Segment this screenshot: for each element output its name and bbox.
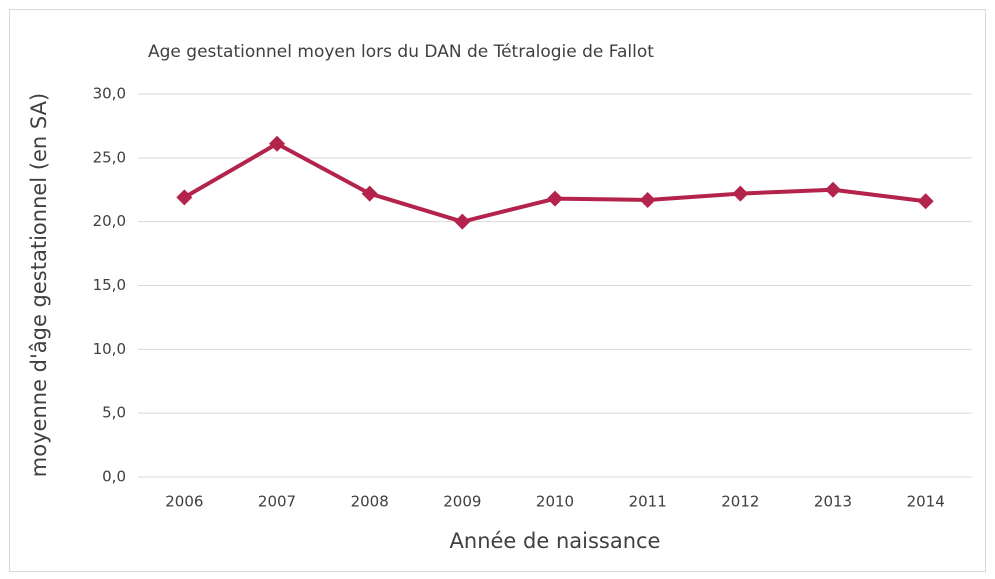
x-axis-label: Année de naissance bbox=[450, 529, 661, 553]
y-tick-label: 25,0 bbox=[93, 148, 126, 166]
marker bbox=[361, 185, 378, 202]
y-tick-label: 15,0 bbox=[93, 276, 126, 294]
y-tick-label: 30,0 bbox=[93, 85, 126, 103]
y-tick-label: 5,0 bbox=[102, 404, 126, 422]
x-tick-label: 2014 bbox=[907, 493, 945, 511]
y-tick-label: 10,0 bbox=[93, 340, 126, 358]
x-tick-label: 2011 bbox=[629, 493, 667, 511]
x-tick-label: 2007 bbox=[258, 493, 296, 511]
marker bbox=[825, 181, 841, 198]
marker bbox=[639, 191, 656, 208]
y-tick-label: 20,0 bbox=[93, 212, 126, 230]
marker bbox=[917, 193, 934, 210]
x-tick-label: 2012 bbox=[721, 493, 759, 511]
marker bbox=[269, 135, 285, 152]
y-tick-label: 0,0 bbox=[102, 468, 126, 486]
marker bbox=[454, 213, 471, 230]
marker bbox=[732, 185, 749, 202]
y-axis-label: moyenne d'âge gestationnel (en SA) bbox=[27, 93, 51, 477]
marker bbox=[176, 189, 193, 206]
x-tick-label: 2009 bbox=[443, 493, 481, 511]
x-tick-label: 2010 bbox=[536, 493, 574, 511]
chart-title: Age gestationnel moyen lors du DAN de Té… bbox=[148, 42, 654, 62]
marker bbox=[547, 190, 563, 207]
x-tick-label: 2013 bbox=[814, 493, 852, 511]
chart-border bbox=[9, 9, 986, 572]
x-tick-label: 2006 bbox=[165, 493, 203, 511]
x-tick-label: 2008 bbox=[351, 493, 389, 511]
